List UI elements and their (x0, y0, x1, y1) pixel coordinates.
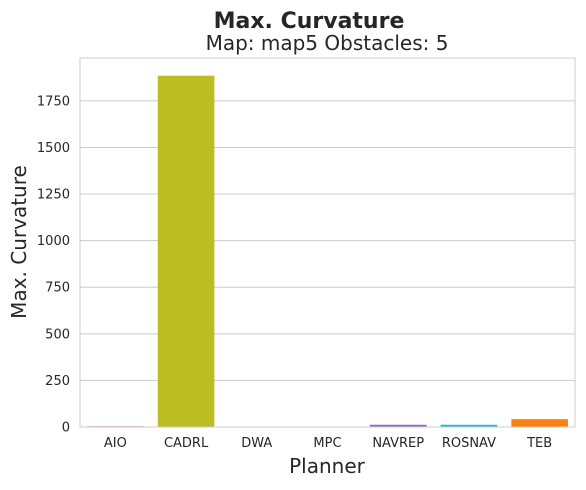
x-tick-label: TEB (526, 436, 552, 451)
y-tick-label: 750 (45, 281, 70, 296)
x-tick-labels: AIO CADRL DWA MPC NAVREP ROSNAV TEB (104, 436, 552, 451)
x-tick-label: ROSNAV (442, 436, 496, 451)
plot-frame (79, 57, 576, 428)
grid-lines (80, 100, 575, 428)
y-tick-label: 1250 (37, 188, 70, 203)
y-tick-label: 500 (45, 327, 70, 342)
x-tick-label: NAVREP (372, 436, 424, 451)
x-tick-label: DWA (241, 436, 272, 451)
y-tick-label: 1000 (37, 234, 70, 249)
y-tick-labels: 0 250 500 750 1000 1250 1500 1750 (37, 94, 70, 435)
y-tick-label: 1750 (37, 94, 70, 109)
chart-title: Map: map5 Obstacles: 5 (206, 31, 449, 55)
x-tick-label: MPC (313, 436, 341, 451)
x-axis-label: Planner (289, 454, 366, 478)
bar-rosnav (440, 424, 498, 427)
y-tick-label: 0 (62, 421, 70, 436)
bars (87, 75, 568, 428)
y-tick-label: 1500 (37, 141, 70, 156)
bar-teb (511, 419, 568, 427)
bar-cadrl (157, 75, 215, 428)
x-tick-label: AIO (104, 436, 127, 451)
y-tick-label: 250 (45, 374, 70, 389)
y-axis-label: Max. Curvature (7, 165, 31, 319)
x-tick-label: CADRL (164, 436, 209, 451)
chart-suptitle: Max. Curvature (214, 9, 405, 34)
bar-navrep (369, 424, 427, 427)
